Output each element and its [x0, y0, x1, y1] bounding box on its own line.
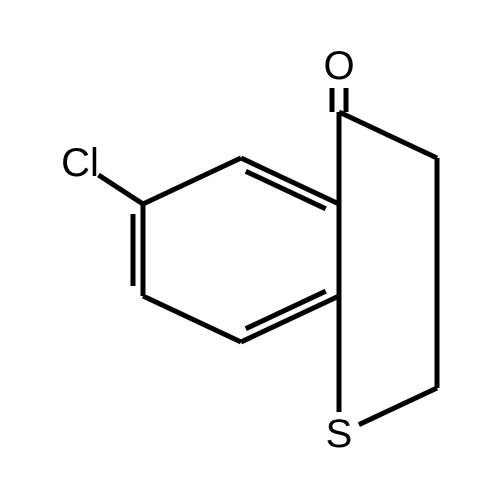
molecule-diagram: O Cl S [0, 0, 500, 500]
atom-label-s: S [326, 412, 353, 456]
atom-label-cl: Cl [61, 141, 99, 185]
bonds-layer [98, 88, 437, 425]
atom-labels-layer: O Cl S [61, 44, 354, 456]
atom-label-o: O [323, 44, 354, 88]
